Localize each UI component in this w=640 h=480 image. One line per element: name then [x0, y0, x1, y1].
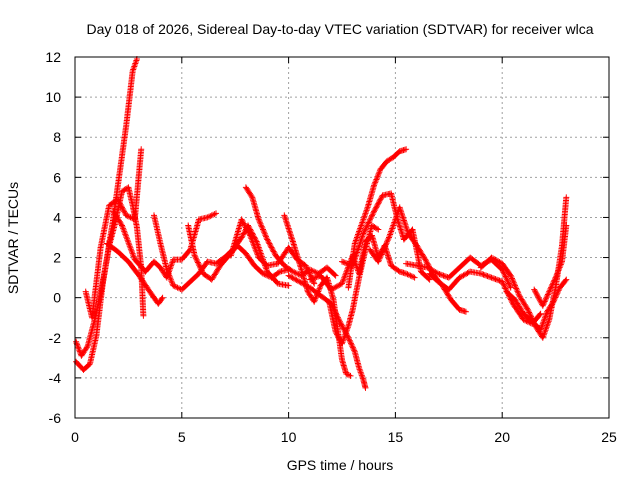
series-markers	[531, 222, 570, 309]
x-tick-label: 10	[281, 429, 297, 445]
series-markers	[503, 276, 570, 333]
y-tick-label: 8	[53, 129, 61, 145]
tick-labels: 0 5 10 15 20 25 -6 -4 -2 0 2 4 6 8 10 12	[45, 49, 617, 445]
y-tick-label: 6	[53, 169, 61, 185]
series-arc-3	[82, 146, 145, 321]
series-arc-5	[104, 240, 166, 307]
chart-title: Day 018 of 2026, Sidereal Day-to-day VTE…	[86, 21, 593, 37]
grid	[75, 57, 609, 418]
x-tick-label: 15	[388, 429, 404, 445]
x-tick-label: 20	[494, 429, 510, 445]
y-tick-label: 2	[53, 250, 61, 266]
x-tick-label: 0	[71, 429, 79, 445]
y-tick-label: 12	[45, 49, 61, 65]
y-tick-label: -2	[49, 330, 62, 346]
y-axis-label: SDTVAR / TECUs	[5, 182, 21, 294]
y-tick-label: 4	[53, 209, 61, 225]
series-markers	[227, 216, 318, 287]
x-tick-label: 5	[178, 429, 186, 445]
series-markers	[326, 222, 382, 347]
axes-frame	[74, 56, 610, 419]
series-markers	[345, 146, 410, 291]
y-tick-label: -6	[49, 410, 62, 426]
series-arc-11	[285, 272, 369, 391]
series-markers	[82, 146, 145, 321]
series-arc-16	[326, 222, 382, 347]
series-arc-21	[531, 222, 570, 309]
series-markers	[104, 240, 166, 307]
data-series	[73, 56, 570, 391]
x-axis-label: GPS time / hours	[287, 457, 394, 473]
y-tick-label: 10	[45, 89, 61, 105]
x-tick-label: 25	[601, 429, 617, 445]
series-arc-20	[503, 276, 570, 333]
series-arc-13	[345, 146, 410, 291]
plot-frame	[74, 56, 610, 419]
y-tick-label: 0	[53, 290, 61, 306]
series-arc-9	[227, 216, 318, 287]
y-tick-label: -4	[49, 370, 62, 386]
